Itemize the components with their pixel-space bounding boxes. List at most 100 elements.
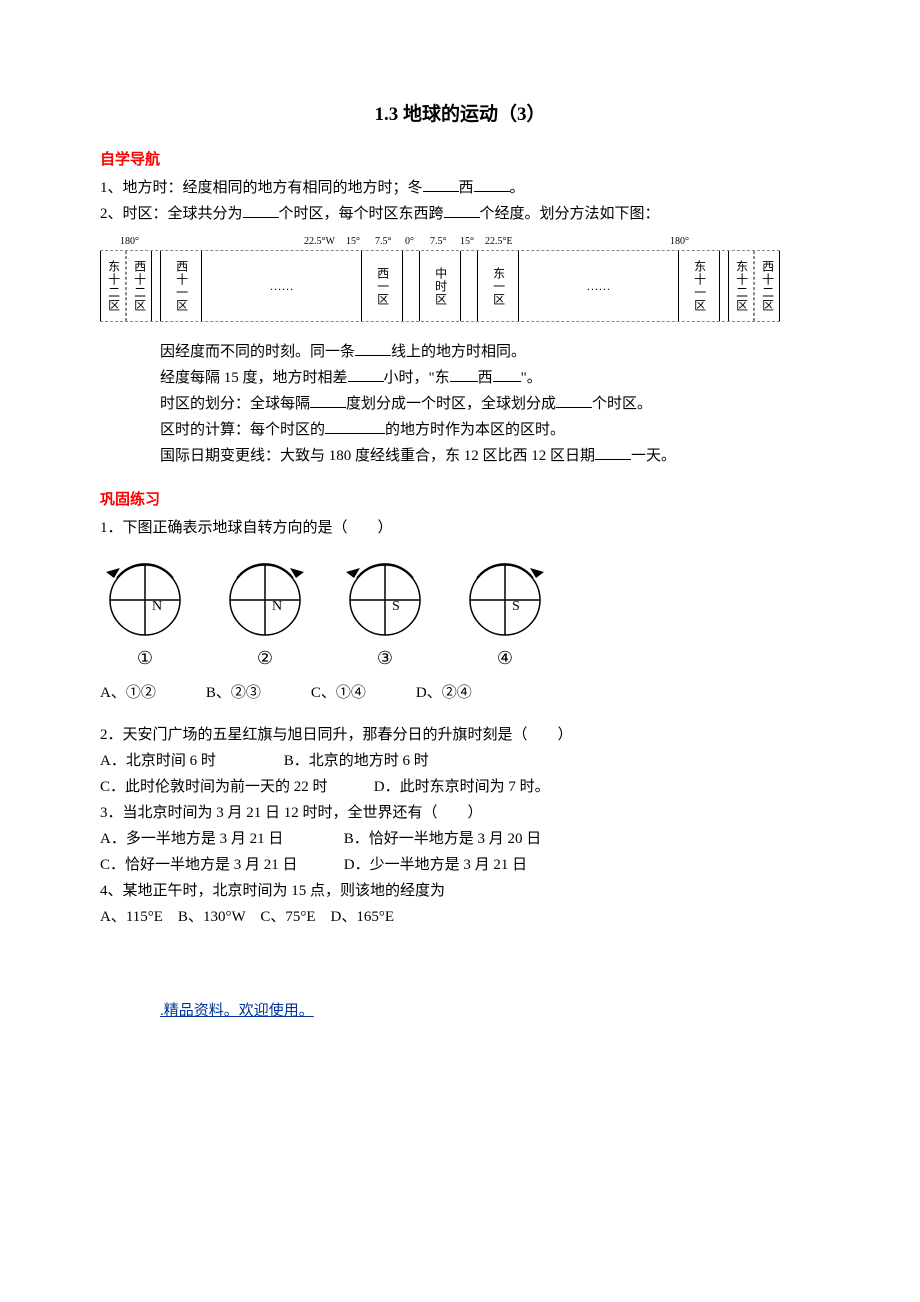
tz-top-labels: 180° 22.5°W 15° 7.5° 0° 7.5° 15° 22.5°E … — [100, 234, 780, 250]
sub-2: 经度每隔 15 度，地方时相差 小时，"东 西 "。 — [100, 366, 820, 390]
q2-row1: A．北京时间 6 时 B．北京的地方时 6 时 — [100, 749, 820, 773]
sub-4: 区时的计算：每个时区的 的地方时作为本区的区时。 — [100, 418, 820, 442]
rot-label-s: S — [512, 599, 520, 614]
point-1: 1、地方时：经度相同的地方有相同的地方时；冬 西 。 — [100, 176, 820, 200]
q2-row2: C．此时伦敦时间为前一天的 22 时 D．此时东京时间为 7 时。 — [100, 775, 820, 799]
tz-cell-w12: 西十二区 — [126, 251, 152, 321]
q1-opt-d: D、②④ — [416, 681, 472, 705]
sub3-a: 时区的划分：全球每隔 — [160, 396, 310, 412]
tz-label-75e: 7.5° — [430, 234, 447, 250]
section-heading-2: 巩固练习 — [100, 488, 820, 512]
q1-opt-b: B、②③ — [206, 681, 261, 705]
blank — [595, 445, 631, 460]
sub5-a: 国际日期变更线：大致与 180 度经线重合，东 12 区比西 12 区日期 — [160, 448, 595, 464]
blank — [450, 367, 478, 382]
blank — [348, 367, 384, 382]
q1-opt-a: A、①② — [100, 681, 156, 705]
q2-text: 2．天安门广场的五星红旗与旭日同升，那春分日的升旗时刻是（ ） — [100, 723, 820, 747]
sub3-c: 个时区。 — [592, 396, 652, 412]
tz-label-15w: 15° — [346, 234, 360, 250]
tz-cell-w11: 西十一区 — [160, 251, 202, 321]
rotation-circle-1: N — [100, 550, 190, 640]
sub2-c: 西 — [478, 370, 493, 386]
rotation-circle-3: S — [340, 550, 430, 640]
sub2-d: "。 — [521, 370, 542, 386]
point-2: 2、时区：全球共分为 个时区，每个时区东西跨 个经度。划分方法如下图： — [100, 202, 820, 226]
tz-label-225w: 22.5°W — [304, 234, 335, 250]
tz-cell-e1: 东一区 — [477, 251, 519, 321]
blank — [493, 367, 521, 382]
section-heading-1: 自学导航 — [100, 148, 820, 172]
rot-num-2: ② — [257, 644, 273, 673]
q3-row1: A．多一半地方是 3 月 21 日 B．恰好一半地方是 3 月 20 日 — [100, 827, 820, 851]
tz-label-0: 0° — [405, 234, 414, 250]
rotation-diagrams: N ① N ② S ③ — [100, 550, 820, 673]
rot-label-n: N — [152, 599, 162, 614]
sub1-a: 因经度而不同的时刻。同一条 — [160, 344, 355, 360]
q3-text: 3．当北京时间为 3 月 21 日 12 时时，全世界还有（ ） — [100, 801, 820, 825]
blank — [355, 341, 391, 356]
blank — [325, 419, 385, 434]
tz-label-180w: 180° — [120, 234, 139, 250]
tz-dots: …… — [527, 251, 670, 321]
rotation-circle-2: N — [220, 550, 310, 640]
q3-row2: C．恰好一半地方是 3 月 21 日 D．少一半地方是 3 月 21 日 — [100, 853, 820, 877]
blank — [556, 393, 592, 408]
tz-cell-w12b: 西十二区 — [754, 251, 780, 321]
q4-text: 4、某地正午时，北京时间为 15 点，则该地的经度为 — [100, 879, 820, 903]
rotation-circle-4: S — [460, 550, 550, 640]
q4-opts: A、115°E B、130°W C、75°E D、165°E — [100, 905, 820, 929]
tz-label-180e: 180° — [670, 234, 689, 250]
footer-link[interactable]: .精品资料。欢迎使用。 — [100, 999, 820, 1023]
rot-item-3: S ③ — [340, 550, 430, 673]
point2-mid1: 个时区，每个时区东西跨 — [279, 206, 444, 222]
q2-d: D．此时东京时间为 7 时。 — [374, 779, 550, 795]
timezone-diagram: 180° 22.5°W 15° 7.5° 0° 7.5° 15° 22.5°E … — [100, 234, 780, 322]
point1-suffix: 。 — [510, 180, 525, 196]
rot-num-3: ③ — [377, 644, 393, 673]
page-title: 1.3 地球的运动（3） — [100, 100, 820, 130]
rot-label-s: S — [392, 599, 400, 614]
tz-label-75w: 7.5° — [375, 234, 392, 250]
rot-item-1: N ① — [100, 550, 190, 673]
rot-num-4: ④ — [497, 644, 513, 673]
tz-label-225e: 22.5°E — [485, 234, 513, 250]
sub-1: 因经度而不同的时刻。同一条 线上的地方时相同。 — [100, 340, 820, 364]
tz-cell-e12b: 东十二区 — [728, 251, 754, 321]
blank — [423, 177, 459, 192]
blank — [474, 177, 510, 192]
point2-suffix: 个经度。划分方法如下图： — [480, 206, 660, 222]
q1-opt-c: C、①④ — [311, 681, 366, 705]
sub-5: 国际日期变更线：大致与 180 度经线重合，东 12 区比西 12 区日期 一天。 — [100, 444, 820, 468]
q1-options: A、①② B、②③ C、①④ D、②④ — [100, 681, 820, 705]
rot-item-2: N ② — [220, 550, 310, 673]
blank — [310, 393, 346, 408]
point2-prefix: 2、时区：全球共分为 — [100, 206, 243, 222]
tz-cell-e12: 东十二区 — [100, 251, 126, 321]
q2-c: C．此时伦敦时间为前一天的 22 时 — [100, 775, 370, 799]
sub3-b: 度划分成一个时区，全球划分成 — [346, 396, 556, 412]
blank — [243, 203, 279, 218]
q1-text: 1．下图正确表示地球自转方向的是（ ） — [100, 516, 820, 540]
tz-dots: …… — [210, 251, 353, 321]
tz-label-15e: 15° — [460, 234, 474, 250]
q3-d: D．少一半地方是 3 月 21 日 — [344, 857, 527, 873]
q3-c: C．恰好一半地方是 3 月 21 日 — [100, 853, 340, 877]
sub4-b: 的地方时作为本区的区时。 — [385, 422, 565, 438]
rot-label-n: N — [272, 599, 282, 614]
rot-item-4: S ④ — [460, 550, 550, 673]
q3-b: B．恰好一半地方是 3 月 20 日 — [344, 831, 542, 847]
point1-mid: 西 — [459, 180, 474, 196]
q2-a: A．北京时间 6 时 — [100, 749, 280, 773]
sub5-b: 一天。 — [631, 448, 676, 464]
q3-a: A．多一半地方是 3 月 21 日 — [100, 827, 340, 851]
point1-prefix: 1、地方时：经度相同的地方有相同的地方时；冬 — [100, 180, 423, 196]
tz-cell-e11: 东十一区 — [678, 251, 720, 321]
sub2-a: 经度每隔 15 度，地方时相差 — [160, 370, 348, 386]
tz-cell-w1: 西一区 — [361, 251, 403, 321]
sub2-b: 小时，"东 — [384, 370, 450, 386]
sub1-b: 线上的地方时相同。 — [391, 344, 526, 360]
sub4-a: 区时的计算：每个时区的 — [160, 422, 325, 438]
rot-num-1: ① — [137, 644, 153, 673]
blank — [444, 203, 480, 218]
